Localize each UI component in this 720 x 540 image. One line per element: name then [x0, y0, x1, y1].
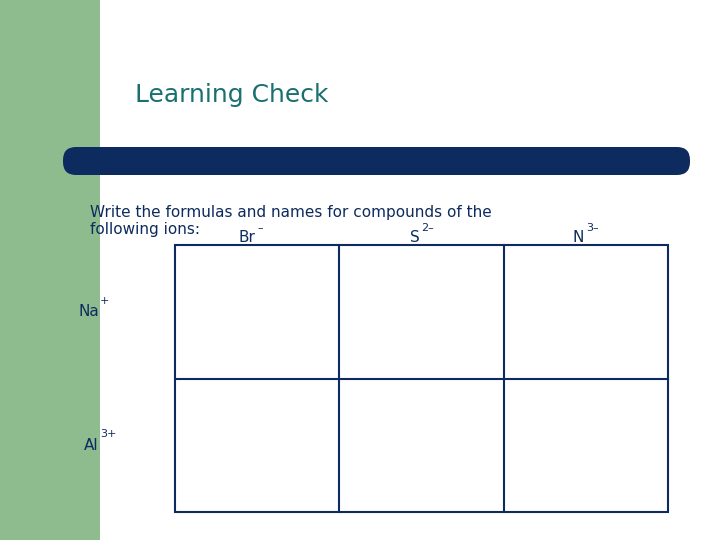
- Text: Learning Check: Learning Check: [135, 83, 328, 107]
- Text: –: –: [257, 223, 263, 233]
- Bar: [130, 0, 720, 540]
- Bar: [0, 0, 105, 540]
- FancyBboxPatch shape: [100, 0, 135, 170]
- Text: following ions:: following ions:: [90, 222, 200, 237]
- Text: N: N: [572, 230, 584, 245]
- Bar: [100, 0, 720, 540]
- Text: 2–: 2–: [421, 223, 434, 233]
- FancyBboxPatch shape: [103, 5, 718, 535]
- Text: 3+: 3+: [100, 429, 117, 439]
- Text: Al: Al: [84, 438, 99, 453]
- Text: Write the formulas and names for compounds of the: Write the formulas and names for compoun…: [90, 205, 492, 220]
- Text: Br: Br: [238, 230, 255, 245]
- FancyBboxPatch shape: [63, 147, 690, 175]
- Text: S: S: [410, 230, 420, 245]
- Text: 3–: 3–: [586, 223, 598, 233]
- Bar: [175, 245, 668, 512]
- Text: +: +: [100, 296, 109, 306]
- Bar: [60, 0, 235, 150]
- FancyBboxPatch shape: [100, 5, 715, 535]
- Text: Na: Na: [78, 304, 99, 319]
